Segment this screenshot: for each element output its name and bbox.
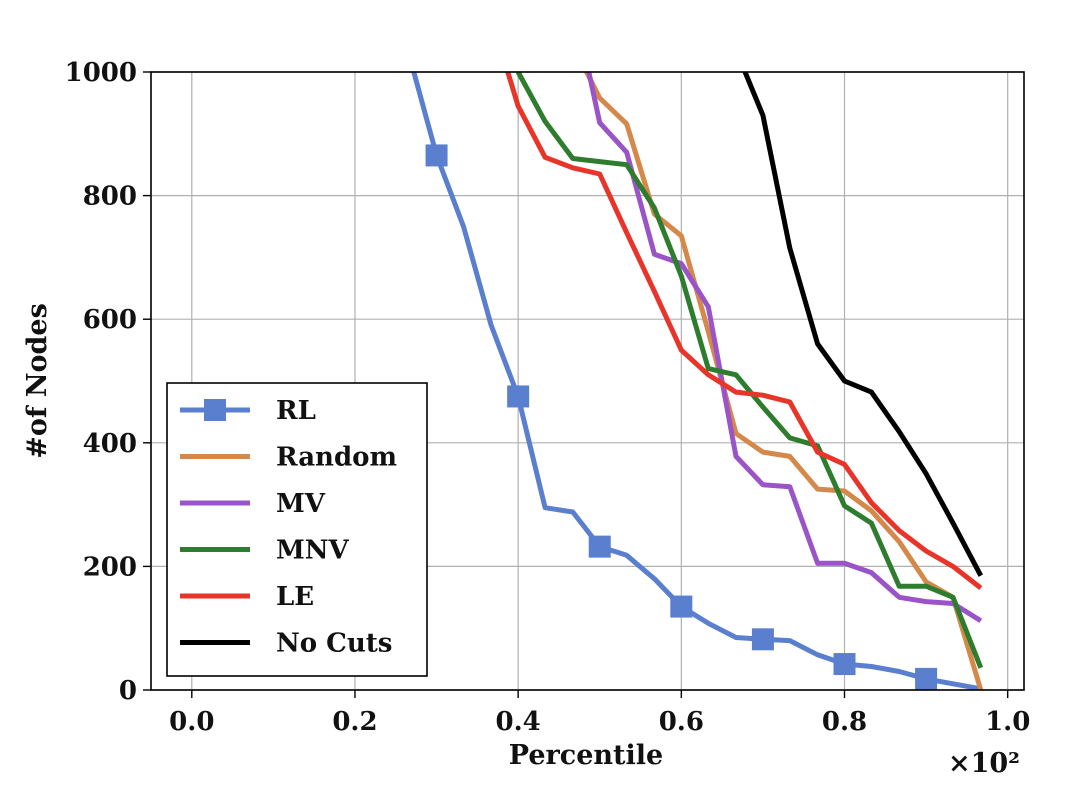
x-tick-label: 0.6 — [659, 707, 704, 737]
data-point-rl — [915, 667, 938, 690]
series-line-rl — [411, 72, 982, 690]
series-line-mnv — [515, 72, 984, 669]
y-axis-ticks: 0 200 400 600 800 1000 — [65, 58, 151, 706]
series-line-no-cuts — [742, 72, 984, 577]
marker-layer — [425, 144, 938, 690]
y-tick-label: 1000 — [65, 58, 137, 88]
plot-area-frame — [150, 71, 1025, 691]
data-point-rl — [507, 385, 530, 408]
x-axis-multiplier: ×10² — [948, 748, 1020, 779]
legend-label-random: Random — [276, 443, 397, 473]
x-tick-label: 0.2 — [332, 707, 377, 737]
legend-label-le: LE — [276, 582, 314, 612]
y-tick-label: 800 — [83, 182, 137, 212]
series-line-le — [505, 72, 983, 590]
x-axis-ticks: 0.0 0.2 0.4 0.6 0.8 1.0 — [169, 690, 1030, 737]
legend-label-rl: RL — [276, 396, 316, 426]
x-axis-label: Percentile — [509, 740, 663, 771]
data-point-rl — [751, 628, 774, 651]
x-tick-label: 0.0 — [169, 707, 214, 737]
legend-label-mnv: MNV — [276, 536, 350, 566]
x-tick-label: 1.0 — [985, 707, 1030, 737]
legend-label-no-cuts: No Cuts — [276, 629, 392, 659]
legend: RL Random MV MNV LE No Cuts — [166, 382, 428, 677]
y-tick-label: 200 — [83, 552, 137, 582]
data-point-rl — [670, 595, 693, 618]
y-tick-label: 0 — [119, 676, 137, 706]
data-point-rl — [833, 653, 856, 676]
data-point-rl — [588, 535, 611, 558]
series-line-mv — [586, 72, 983, 623]
legend-label-mv: MV — [276, 489, 326, 519]
x-tick-label: 0.8 — [822, 707, 867, 737]
data-point-rl — [425, 144, 448, 167]
y-axis-label: #of Nodes — [22, 303, 53, 459]
y-tick-label: 400 — [83, 429, 137, 459]
y-tick-label: 600 — [83, 305, 137, 335]
legend-marker-rl — [204, 399, 226, 421]
x-tick-label: 0.4 — [496, 707, 541, 737]
series-line-random — [583, 72, 984, 690]
legend-box — [166, 382, 428, 677]
series-layer — [411, 72, 984, 690]
